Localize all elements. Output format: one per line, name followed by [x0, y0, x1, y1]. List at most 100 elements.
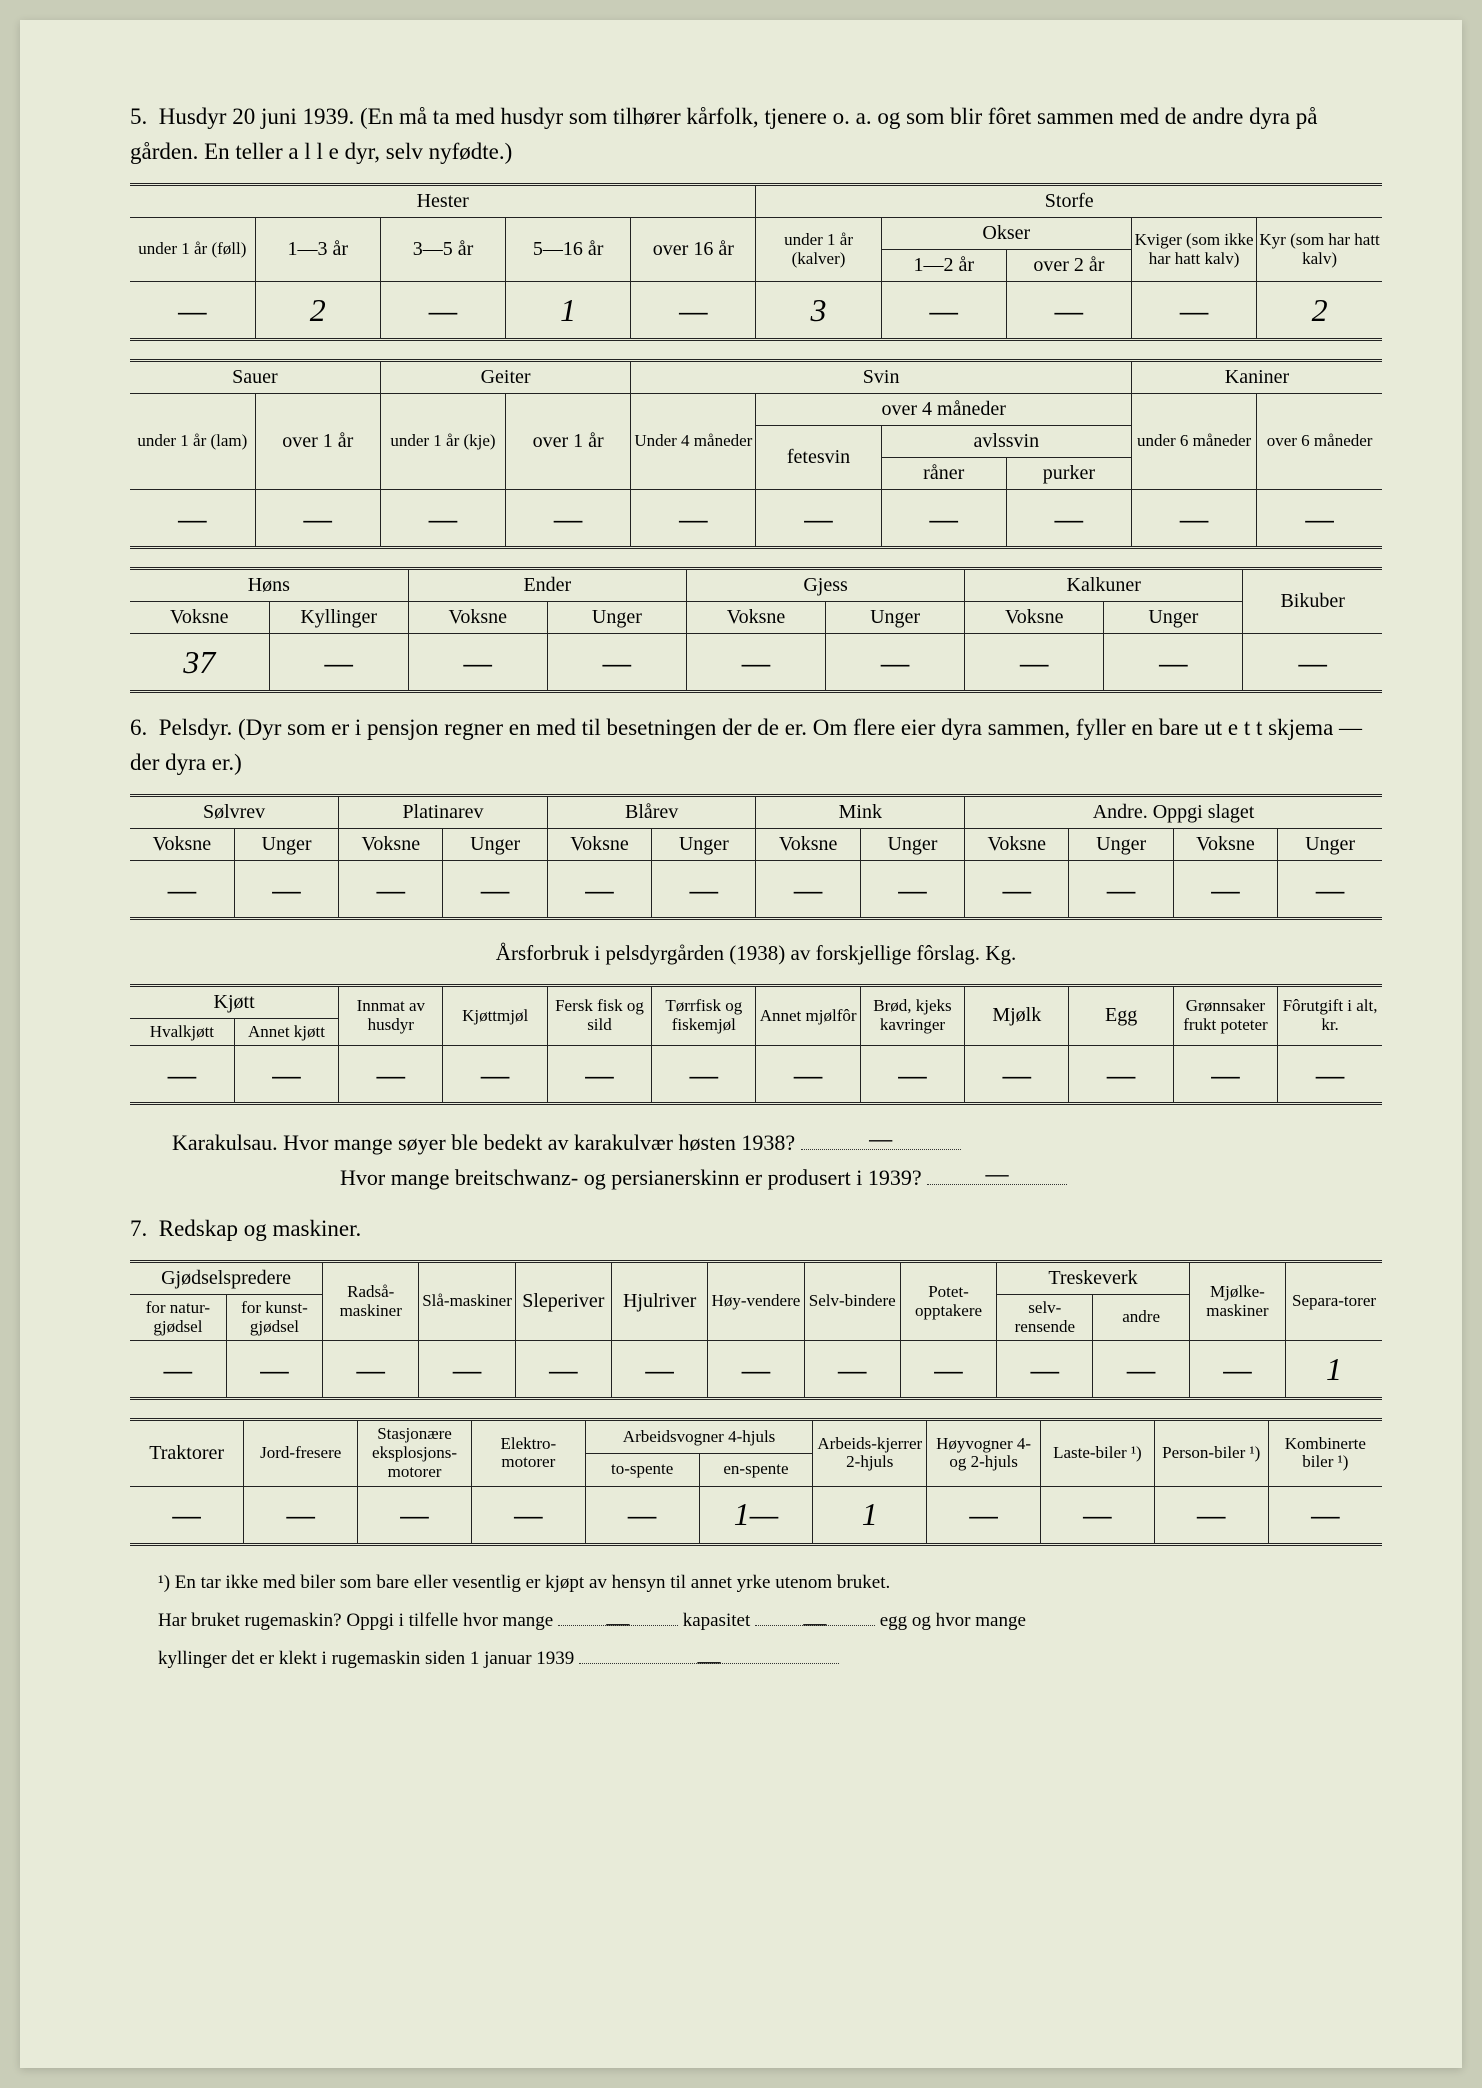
sec7-num: 7.: [130, 1216, 147, 1241]
p-platina: Platinarev: [339, 796, 548, 829]
cell: —: [1006, 490, 1131, 548]
cell: 1: [506, 282, 631, 340]
jordf: Jord-fresere: [244, 1420, 358, 1486]
cell: —: [652, 861, 756, 919]
ge-u1: under 1 år (kje): [380, 394, 505, 490]
cell: —: [1093, 1341, 1189, 1399]
arbvogn: Arbeidsvogner 4-hjuls: [585, 1420, 813, 1454]
sv-raner: råner: [881, 458, 1006, 490]
cell: —: [1243, 634, 1382, 692]
potet: Potet-opptakere: [900, 1262, 996, 1341]
cell: —: [1173, 861, 1277, 919]
table-hester-storfe: Hester Storfe under 1 år (føll) 1—3 år 3…: [130, 183, 1382, 341]
separ: Separa-torer: [1286, 1262, 1382, 1341]
cell: —: [226, 1341, 322, 1399]
cell: —: [339, 861, 443, 919]
c-u: Unger: [1069, 829, 1173, 861]
sa-o1: over 1 år: [255, 394, 380, 490]
cell: —: [443, 1046, 547, 1104]
footnotes: ¹) En tar ikke med biler som bare eller …: [158, 1564, 1382, 1678]
komb: Kombinerte biler ¹): [1268, 1420, 1382, 1486]
h-3-5: 3—5 år: [380, 218, 505, 282]
cell: —: [269, 634, 408, 692]
c-v: Voksne: [756, 829, 860, 861]
s-u1: under 1 år (kalver): [756, 218, 881, 282]
t62-caption: Årsforbruk i pelsdyrgården (1938) av for…: [130, 938, 1382, 970]
selvb: Selv-bindere: [804, 1262, 900, 1341]
c-u: Unger: [234, 829, 338, 861]
p-solvrev: Sølvrev: [130, 796, 339, 829]
hval: Hvalkjøtt: [130, 1018, 234, 1046]
cell: —: [419, 1341, 515, 1399]
sec5-text: Husdyr 20 juni 1939. (En må ta med husdy…: [130, 104, 1317, 164]
cell: 1—: [699, 1486, 813, 1544]
cell: —: [1189, 1341, 1285, 1399]
cell: 2: [1257, 282, 1382, 340]
tr-andre: andre: [1093, 1295, 1189, 1341]
laste: Laste-biler ¹): [1041, 1420, 1155, 1486]
cell: —: [547, 634, 686, 692]
hdr-hester: Hester: [130, 185, 756, 218]
table-redskap-1: Gjødselspredere Radså-maskiner Slå-maski…: [130, 1260, 1382, 1400]
cell: —: [547, 1046, 651, 1104]
table-forbruk: Kjøtt Innmat av husdyr Kjøttmjøl Fersk f…: [130, 984, 1382, 1106]
cell: —: [323, 1341, 419, 1399]
cell: —: [380, 490, 505, 548]
cell: 1: [1286, 1341, 1382, 1399]
hjul: Hjulriver: [611, 1262, 707, 1341]
cell: —: [130, 1486, 244, 1544]
sec5-heading: 5. Husdyr 20 juni 1939. (En må ta med hu…: [130, 100, 1382, 169]
cell: —: [1132, 490, 1257, 548]
c-u: Unger: [1278, 829, 1382, 861]
census-form-page: 5. Husdyr 20 juni 1939. (En må ta med hu…: [20, 20, 1462, 2068]
sec7-text: Redskap og maskiner.: [159, 1216, 362, 1241]
table-sauer-geiter-svin-kaniner: Sauer Geiter Svin Kaniner under 1 år (la…: [130, 359, 1382, 549]
cell: —: [443, 861, 547, 919]
mjolk: Mjølk: [965, 985, 1069, 1046]
gronn: Grønnsaker frukt poteter: [1173, 985, 1277, 1046]
c-v: Voksne: [130, 829, 234, 861]
hoy: Høy-vendere: [708, 1262, 804, 1341]
gj-nat: for natur-gjødsel: [130, 1295, 226, 1341]
treske: Treskeverk: [997, 1262, 1190, 1295]
s-okser: Okser: [881, 218, 1131, 250]
k: Kjøtt: [130, 985, 339, 1018]
cell: —: [900, 1341, 996, 1399]
s-okser-o2: over 2 år: [1006, 250, 1131, 282]
s-okser-1-2: 1—2 år: [881, 250, 1006, 282]
c-u: Unger: [652, 829, 756, 861]
sv-u4: Under 4 måneder: [631, 394, 756, 490]
cell: —: [965, 634, 1104, 692]
karakul-questions: Karakulsau. Hvor mange søyer ble bedekt …: [130, 1125, 1382, 1195]
sv-fete: fetesvin: [756, 426, 881, 490]
cell: —: [708, 1341, 804, 1399]
cell: —: [756, 490, 881, 548]
gj-unger: Unger: [826, 602, 965, 634]
cell: —: [1154, 1486, 1268, 1544]
cell: —: [860, 861, 964, 919]
cell: —: [1132, 282, 1257, 340]
s-kviger: Kviger (som ikke har hatt kalv): [1132, 218, 1257, 282]
egg: Egg: [1069, 985, 1173, 1046]
cell: —: [255, 490, 380, 548]
cell: —: [1069, 861, 1173, 919]
cell: —: [997, 1341, 1093, 1399]
cell: —: [652, 1046, 756, 1104]
c-v: Voksne: [965, 829, 1069, 861]
cell: 37: [130, 634, 269, 692]
tr-selv: selv-rensende: [997, 1295, 1093, 1341]
cell: —: [234, 861, 338, 919]
cell: —: [1268, 1486, 1382, 1544]
g-sauer: Sauer: [130, 361, 380, 394]
g-kaniner: Kaniner: [1132, 361, 1383, 394]
q-karakul-1: Karakulsau. Hvor mange søyer ble bedekt …: [172, 1125, 1382, 1160]
cell: —: [686, 634, 825, 692]
gj-voksne: Voksne: [686, 602, 825, 634]
h-o16: over 16 år: [631, 218, 756, 282]
cell: —: [1006, 282, 1131, 340]
p-mink: Mink: [756, 796, 965, 829]
stasj: Stasjonære eksplosjons-motorer: [358, 1420, 472, 1486]
g-geiter: Geiter: [380, 361, 630, 394]
cell: —: [339, 1046, 443, 1104]
cell: —: [631, 490, 756, 548]
